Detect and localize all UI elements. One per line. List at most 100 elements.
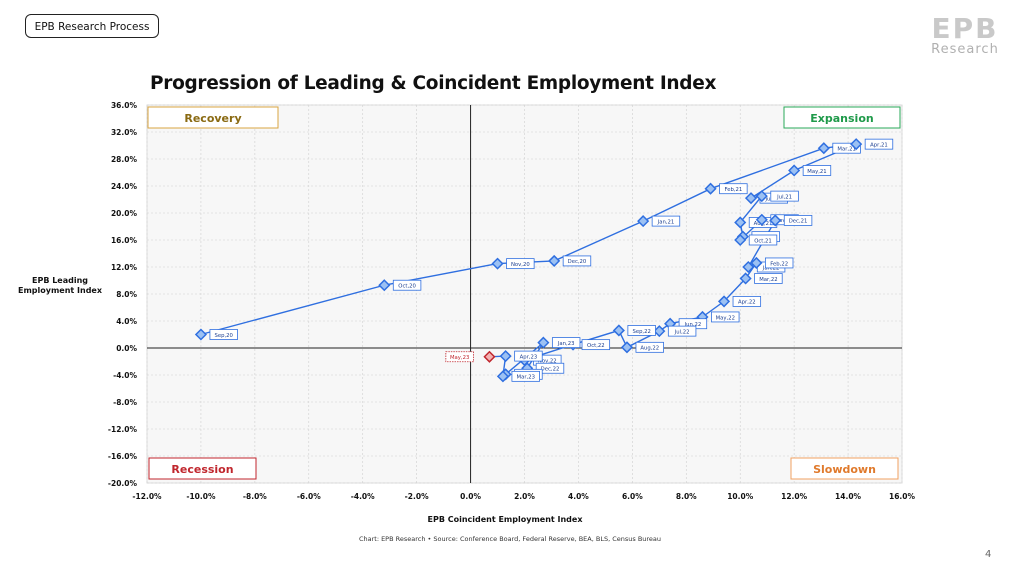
- data-point: [817, 142, 830, 155]
- data-label: Oct,21: [754, 238, 772, 244]
- quadrant-label: Recession: [171, 463, 233, 476]
- data-label-box: [209, 329, 238, 340]
- data-label: Jul,21: [776, 194, 792, 200]
- data-label: Aug,22: [640, 346, 659, 352]
- y-tick-label: 8.0%: [116, 290, 137, 299]
- data-label: Jul,22: [674, 329, 690, 335]
- data-label-box: [783, 215, 813, 226]
- data-label-box: [764, 257, 794, 269]
- data-point: [742, 260, 755, 274]
- data-point: [769, 214, 782, 227]
- data-label: Jun,22: [684, 322, 702, 328]
- data-label: May,23: [450, 355, 469, 361]
- data-point: [744, 192, 758, 205]
- x-tick-label: 14.0%: [835, 492, 862, 501]
- data-label-box: [732, 296, 762, 307]
- x-tick-label: 6.0%: [622, 492, 643, 501]
- y-axis-label: EPB Leading Employment Index: [10, 276, 110, 296]
- data-label-box: [635, 341, 664, 353]
- data-label-box: [581, 339, 611, 351]
- data-point: [755, 190, 768, 203]
- epb-logo: EPB Research: [925, 14, 1005, 60]
- x-tick-label: 16.0%: [889, 492, 916, 501]
- data-label-box: [754, 273, 783, 284]
- data-label: Apr,22: [738, 300, 756, 306]
- data-point: [548, 254, 561, 267]
- x-tick-label: -4.0%: [351, 492, 375, 501]
- data-point: [483, 350, 496, 363]
- data-label-box: [562, 255, 592, 267]
- x-tick-label: -2.0%: [405, 492, 429, 501]
- data-label: Jan,21: [657, 219, 675, 225]
- data-point: [850, 138, 863, 151]
- data-label-box: [667, 325, 697, 337]
- y-tick-label: 20.0%: [111, 209, 138, 218]
- data-label-box: [551, 337, 581, 349]
- y-tick-label: -20.0%: [108, 479, 138, 488]
- data-label-box: [770, 190, 799, 202]
- section-tag: EPB Research Process: [25, 14, 159, 38]
- data-label: May,22: [716, 315, 735, 321]
- data-label-box: [832, 142, 861, 154]
- data-label-box: [511, 370, 540, 382]
- data-point: [499, 350, 512, 363]
- quadrant-label: Slowdown: [813, 463, 876, 476]
- data-label: Oct,22: [587, 343, 605, 349]
- data-point: [620, 341, 634, 354]
- data-label: Oct,20: [398, 284, 416, 290]
- data-point: [378, 279, 391, 292]
- y-tick-label: 28.0%: [111, 155, 138, 164]
- data-label: Nov,22: [538, 358, 557, 364]
- data-label: Apr,23: [520, 354, 538, 360]
- data-point: [637, 215, 650, 228]
- data-label: Dec,22: [541, 367, 560, 373]
- data-point: [612, 324, 625, 337]
- data-point: [750, 256, 763, 270]
- page-number: 4: [985, 549, 992, 560]
- data-point: [755, 213, 768, 226]
- x-tick-label: 0.0%: [460, 492, 481, 501]
- y-tick-label: 0.0%: [116, 344, 137, 353]
- y-tick-label: 16.0%: [111, 236, 138, 245]
- y-tick-label: 4.0%: [116, 317, 137, 326]
- data-point: [788, 164, 801, 177]
- quadrant-box: [147, 106, 279, 129]
- data-label-box: [651, 215, 681, 227]
- chart-title: Progression of Leading & Coincident Empl…: [150, 73, 717, 94]
- x-tick-label: -8.0%: [243, 492, 267, 501]
- data-point: [537, 336, 550, 349]
- x-tick-label: 12.0%: [781, 492, 808, 501]
- data-label: Apr,21: [870, 142, 888, 148]
- data-label: Mar,21: [837, 147, 855, 153]
- x-tick-label: -12.0%: [132, 492, 162, 501]
- data-label: Dec,21: [789, 219, 808, 225]
- x-tick-label: 4.0%: [568, 492, 589, 501]
- data-point: [496, 370, 509, 383]
- data-label: Feb,22: [770, 261, 788, 267]
- data-label-box: [802, 165, 832, 176]
- data-point: [194, 328, 207, 341]
- y-tick-label: -16.0%: [108, 452, 138, 461]
- data-label-box: [748, 234, 778, 246]
- data-point: [704, 182, 717, 195]
- quadrant-label: Expansion: [810, 112, 873, 125]
- source-note: Chart: EPB Research • Source: Conference…: [358, 535, 662, 543]
- data-point: [717, 295, 731, 308]
- y-axis-label-line1: EPB Leading: [31, 276, 89, 285]
- data-label: Mar,23: [517, 375, 535, 381]
- x-tick-label: 2.0%: [514, 492, 535, 501]
- data-label: May,21: [807, 169, 826, 175]
- y-tick-label: -12.0%: [108, 425, 138, 434]
- x-tick-label: 10.0%: [727, 492, 754, 501]
- y-tick-label: 12.0%: [111, 263, 138, 272]
- data-label-box: [506, 258, 535, 270]
- data-label-box: [514, 350, 543, 362]
- data-point: [739, 272, 752, 285]
- data-point: [653, 325, 666, 338]
- data-label: Feb,21: [724, 187, 742, 193]
- data-label: Dec,20: [568, 259, 587, 265]
- logo-mark: EPB: [931, 12, 999, 45]
- data-label: Sep,22: [632, 329, 650, 335]
- y-tick-label: 32.0%: [111, 128, 138, 137]
- data-label-box: [535, 362, 565, 374]
